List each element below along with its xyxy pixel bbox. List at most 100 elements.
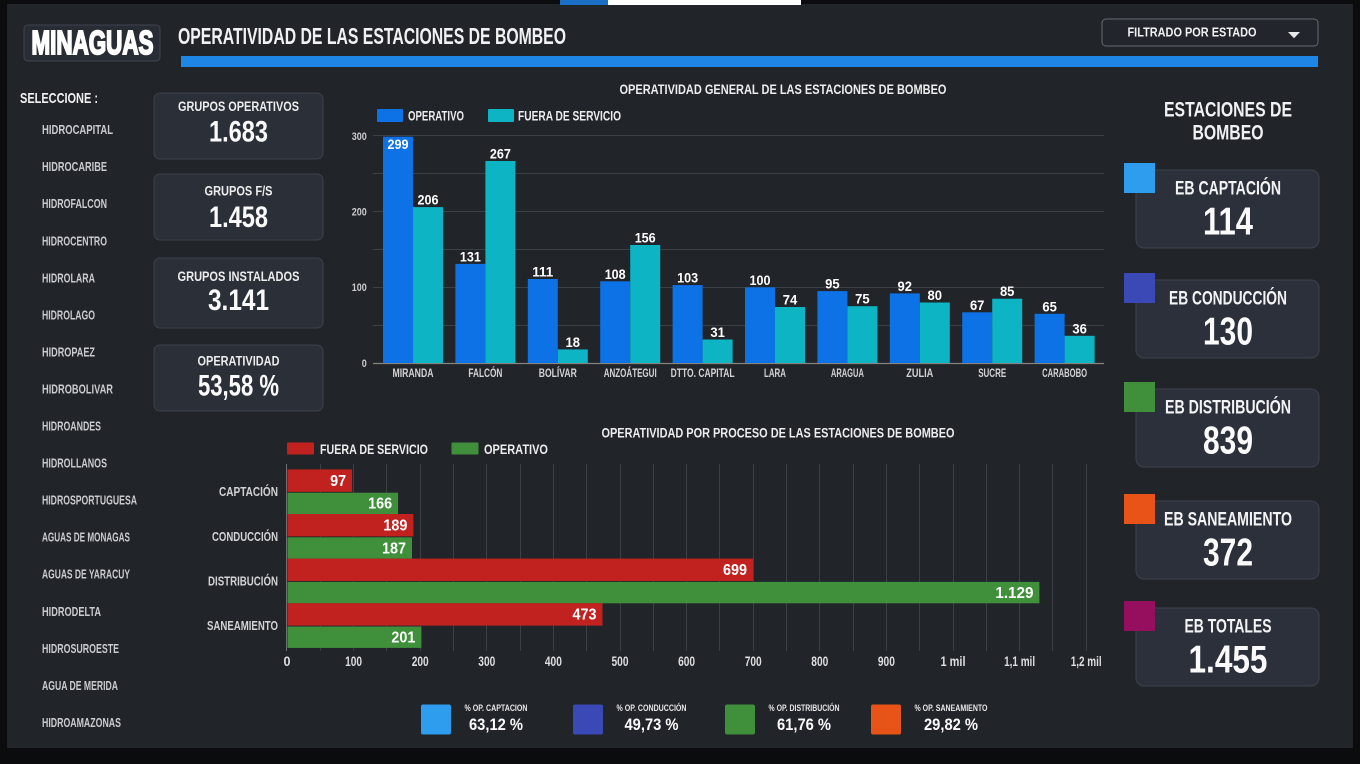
svg-text:HIDROCENTRO: HIDROCENTRO bbox=[42, 233, 107, 248]
svg-text:FILTRADO POR ESTADO: FILTRADO POR ESTADO bbox=[1128, 26, 1257, 40]
svg-text:SELECCIONE :: SELECCIONE : bbox=[20, 90, 98, 107]
svg-text:OPERATIVIDAD POR PROCESO DE LA: OPERATIVIDAD POR PROCESO DE LAS ESTACION… bbox=[602, 426, 955, 441]
svg-text:1.455: 1.455 bbox=[1189, 639, 1268, 682]
svg-text:EB SANEAMIENTO: EB SANEAMIENTO bbox=[1164, 510, 1292, 531]
svg-text:92: 92 bbox=[898, 279, 913, 294]
svg-text:131: 131 bbox=[460, 249, 481, 264]
svg-text:800: 800 bbox=[811, 654, 828, 669]
svg-text:65: 65 bbox=[1042, 299, 1057, 314]
svg-text:839: 839 bbox=[1203, 420, 1253, 463]
svg-text:HIDROANDES: HIDROANDES bbox=[42, 419, 101, 434]
svg-text:97: 97 bbox=[330, 473, 346, 490]
svg-text:OPERATIVIDAD: OPERATIVIDAD bbox=[198, 354, 280, 369]
svg-text:900: 900 bbox=[878, 654, 895, 669]
svg-text:500: 500 bbox=[612, 654, 629, 669]
svg-text:OPERATIVO: OPERATIVO bbox=[484, 442, 548, 457]
svg-text:31: 31 bbox=[710, 325, 725, 340]
svg-text:49,73 %: 49,73 % bbox=[625, 716, 679, 734]
svg-text:OPERATIVIDAD GENERAL DE LAS ES: OPERATIVIDAD GENERAL DE LAS ESTACIONES D… bbox=[620, 82, 947, 97]
svg-text:0: 0 bbox=[362, 358, 367, 370]
svg-text:BOLÍVAR: BOLÍVAR bbox=[539, 367, 578, 380]
svg-text:18: 18 bbox=[566, 335, 581, 350]
svg-text:400: 400 bbox=[545, 654, 562, 669]
svg-text:HIDROLAGO: HIDROLAGO bbox=[42, 307, 95, 322]
svg-text:75: 75 bbox=[855, 292, 870, 307]
svg-text:200: 200 bbox=[412, 654, 429, 669]
svg-text:267: 267 bbox=[490, 147, 511, 162]
svg-text:299: 299 bbox=[388, 137, 409, 152]
svg-text:OPERATIVIDAD DE LAS ESTACIONES: OPERATIVIDAD DE LAS ESTACIONES DE BOMBEO bbox=[178, 23, 566, 49]
svg-text:1.129: 1.129 bbox=[995, 585, 1033, 602]
svg-text:EB TOTALES: EB TOTALES bbox=[1185, 617, 1272, 638]
svg-text:61,76 %: 61,76 % bbox=[777, 716, 831, 734]
svg-text:206: 206 bbox=[418, 193, 439, 208]
svg-text:103: 103 bbox=[677, 271, 698, 286]
svg-text:HIDROLLANOS: HIDROLLANOS bbox=[42, 456, 107, 471]
svg-text:EB CONDUCCIÓN: EB CONDUCCIÓN bbox=[1169, 288, 1287, 310]
svg-text:300: 300 bbox=[478, 654, 495, 669]
svg-text:% OP. DISTRIBUCIÓN: % OP. DISTRIBUCIÓN bbox=[769, 702, 840, 714]
svg-text:HIDROAMAZONAS: HIDROAMAZONAS bbox=[42, 715, 121, 730]
svg-text:MIRANDA: MIRANDA bbox=[393, 368, 434, 380]
svg-text:53,58 %: 53,58 % bbox=[198, 370, 279, 403]
svg-text:HIDROCAPITAL: HIDROCAPITAL bbox=[42, 122, 113, 137]
svg-text:EB CAPTACIÓN: EB CAPTACIÓN bbox=[1175, 178, 1281, 200]
svg-text:36: 36 bbox=[1072, 321, 1087, 336]
svg-text:LARA: LARA bbox=[764, 368, 786, 380]
svg-text:1.683: 1.683 bbox=[209, 115, 268, 148]
svg-text:DTTO. CAPITAL: DTTO. CAPITAL bbox=[671, 368, 735, 380]
svg-text:95: 95 bbox=[825, 277, 840, 292]
svg-text:100: 100 bbox=[750, 273, 771, 288]
svg-text:67: 67 bbox=[970, 298, 985, 313]
svg-text:1,1 mil: 1,1 mil bbox=[1004, 654, 1035, 669]
svg-text:HIDROFALCON: HIDROFALCON bbox=[42, 196, 107, 211]
svg-text:111: 111 bbox=[532, 265, 553, 280]
svg-text:GRUPOS OPERATIVOS: GRUPOS OPERATIVOS bbox=[178, 99, 299, 114]
svg-text:HIDROSPORTUGUESA: HIDROSPORTUGUESA bbox=[42, 493, 137, 508]
svg-text:SUCRE: SUCRE bbox=[978, 368, 1006, 380]
svg-text:EB DISTRIBUCIÓN: EB DISTRIBUCIÓN bbox=[1165, 397, 1291, 419]
svg-text:108: 108 bbox=[605, 267, 626, 282]
svg-text:ARAGUA: ARAGUA bbox=[831, 368, 864, 380]
svg-text:DISTRIBUCIÓN: DISTRIBUCIÓN bbox=[208, 573, 278, 588]
svg-text:AGUAS DE MONAGAS: AGUAS DE MONAGAS bbox=[42, 530, 130, 545]
svg-text:GRUPOS INSTALADOS: GRUPOS INSTALADOS bbox=[178, 269, 300, 284]
svg-text:FUERA DE SERVICIO: FUERA DE SERVICIO bbox=[518, 109, 621, 124]
svg-text:63,12 %: 63,12 % bbox=[469, 716, 523, 734]
svg-text:700: 700 bbox=[745, 654, 762, 669]
svg-text:166: 166 bbox=[368, 496, 392, 513]
svg-text:OPERATIVO: OPERATIVO bbox=[408, 109, 464, 124]
svg-text:AGUAS DE YARACUY: AGUAS DE YARACUY bbox=[42, 567, 130, 582]
svg-text:600: 600 bbox=[678, 654, 695, 669]
svg-text:% OP. CAPTACION: % OP. CAPTACION bbox=[465, 703, 528, 714]
svg-text:AGUA DE MERIDA: AGUA DE MERIDA bbox=[42, 678, 118, 693]
svg-text:HIDROBOLIVAR: HIDROBOLIVAR bbox=[42, 381, 113, 396]
svg-text:114: 114 bbox=[1203, 201, 1253, 244]
svg-text:200: 200 bbox=[352, 206, 367, 218]
svg-text:29,82 %: 29,82 % bbox=[924, 716, 978, 734]
svg-text:HIDRODELTA: HIDRODELTA bbox=[42, 604, 101, 619]
svg-text:85: 85 bbox=[1000, 284, 1015, 299]
svg-text:1,2 mil: 1,2 mil bbox=[1071, 654, 1102, 669]
svg-text:100: 100 bbox=[345, 654, 362, 669]
svg-text:CAPTACIÓN: CAPTACIÓN bbox=[219, 484, 278, 499]
svg-text:HIDROCARIBE: HIDROCARIBE bbox=[42, 159, 107, 174]
svg-text:FALCÓN: FALCÓN bbox=[468, 367, 502, 380]
svg-text:3.141: 3.141 bbox=[208, 284, 269, 317]
svg-text:189: 189 bbox=[383, 518, 407, 535]
svg-text:74: 74 bbox=[783, 293, 798, 308]
svg-text:699: 699 bbox=[723, 562, 747, 579]
svg-text:0: 0 bbox=[284, 654, 291, 669]
svg-text:ZULIA: ZULIA bbox=[906, 368, 933, 380]
svg-text:100: 100 bbox=[352, 282, 367, 294]
svg-text:ESTACIONES DE: ESTACIONES DE bbox=[1164, 99, 1292, 122]
svg-text:HIDROSUROESTE: HIDROSUROESTE bbox=[42, 641, 119, 656]
svg-text:% OP. SANEAMIENTO: % OP. SANEAMIENTO bbox=[915, 703, 988, 714]
svg-text:187: 187 bbox=[382, 540, 406, 557]
svg-text:CARABOBO: CARABOBO bbox=[1042, 368, 1087, 380]
svg-text:156: 156 bbox=[635, 231, 656, 246]
svg-text:FUERA DE SERVICIO: FUERA DE SERVICIO bbox=[320, 442, 428, 457]
svg-text:SANEAMIENTO: SANEAMIENTO bbox=[207, 619, 278, 633]
svg-text:HIDROLARA: HIDROLARA bbox=[42, 270, 95, 285]
svg-text:GRUPOS F/S: GRUPOS F/S bbox=[205, 184, 273, 199]
